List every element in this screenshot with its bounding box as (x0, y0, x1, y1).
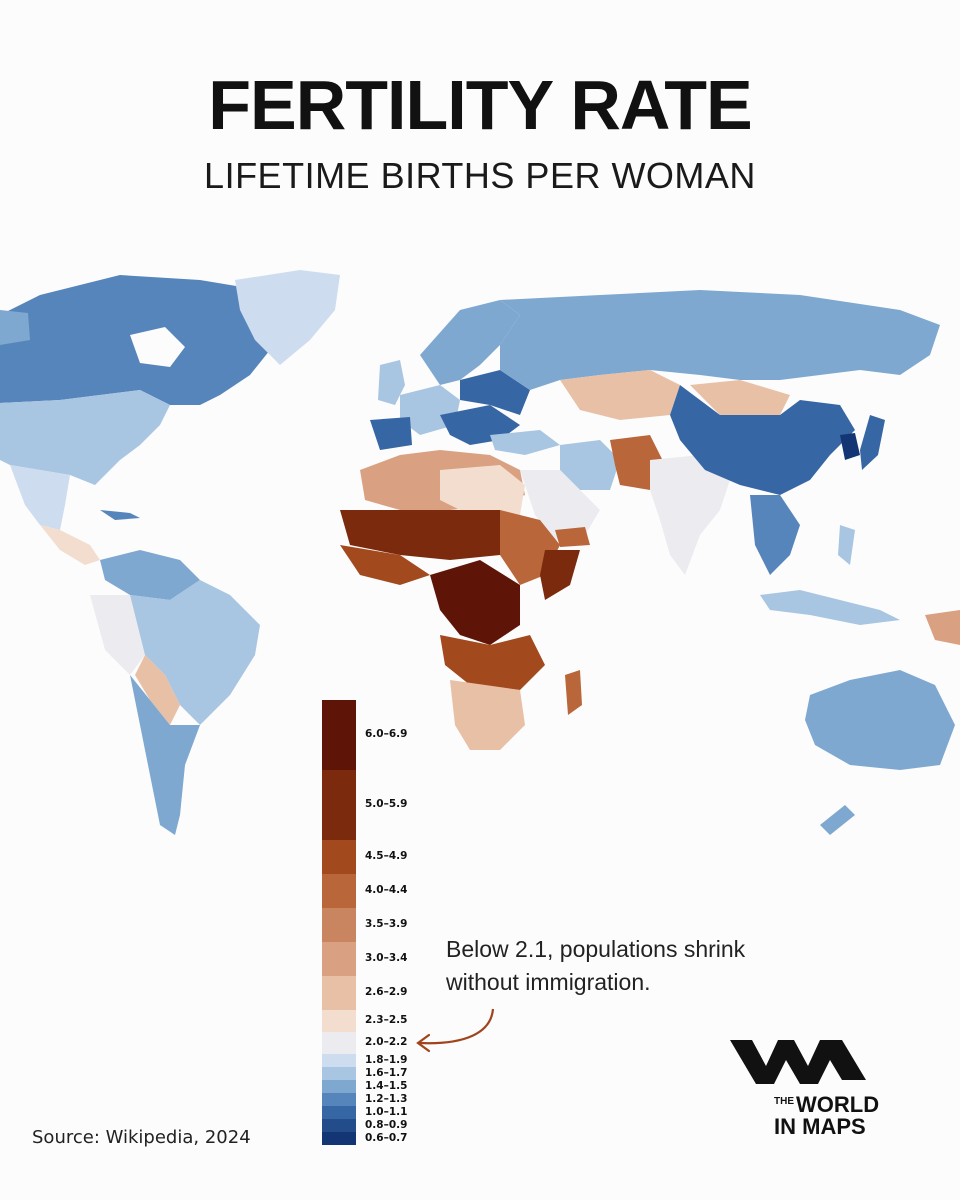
legend-label: 4.0–4.4 (365, 884, 408, 896)
legend-swatch (322, 770, 356, 840)
legend-label: 1.4–1.5 (365, 1079, 408, 1092)
legend-label: 1.8–1.9 (365, 1053, 408, 1066)
legend-swatch (322, 700, 356, 770)
region-new-zealand (820, 805, 855, 835)
annotation-arrow (416, 1008, 495, 1053)
region-korea (840, 433, 860, 460)
region-arabian-peninsula (520, 470, 600, 540)
source-credit: Source: Wikipedia, 2024 (32, 1127, 251, 1148)
region-central-africa (430, 560, 520, 645)
region-bolivia-paraguay (135, 655, 180, 725)
legend-label: 1.2–1.3 (365, 1092, 408, 1105)
region-peru (90, 595, 145, 675)
legend-swatch (322, 942, 356, 976)
region-philippines (838, 525, 855, 565)
legend-label: 1.0–1.1 (365, 1105, 408, 1118)
region-central-america (40, 525, 100, 565)
region-egypt-libya (440, 465, 525, 515)
region-india (650, 455, 730, 575)
region-kazakhstan (560, 370, 680, 420)
region-eastern-europe (460, 370, 530, 415)
legend-label: 2.3–2.5 (365, 1014, 408, 1026)
world-choropleth-map (0, 270, 960, 835)
map-subtitle: LIFETIME BIRTHS PER WOMAN (204, 155, 756, 196)
region-southern-central-africa (440, 635, 545, 690)
legend-label: 6.0–6.9 (365, 728, 408, 740)
legend-swatch (322, 1080, 356, 1093)
brand-logo-line3: IN MAPS (774, 1114, 866, 1139)
region-madagascar (565, 670, 582, 715)
brand-logo-line2: WORLD (796, 1092, 880, 1117)
region-argentina-chile (130, 675, 200, 835)
legend-label: 0.8–0.9 (365, 1118, 408, 1131)
region-russia (500, 290, 940, 390)
region-mongolia (690, 380, 790, 415)
legend-swatch (322, 1119, 356, 1132)
region-sahel (340, 510, 515, 560)
region-turkey (490, 430, 560, 455)
region-australia (805, 670, 955, 770)
legend-swatch (322, 1010, 356, 1032)
region-southeast-asia (750, 495, 800, 575)
region-hudson-bay (130, 327, 185, 367)
brand-logo-line1: THE (774, 1096, 794, 1107)
legend-swatch (322, 1032, 356, 1054)
legend-swatch (322, 874, 356, 908)
region-usa (0, 390, 170, 485)
region-alaska (0, 310, 30, 345)
region-scandinavia (420, 300, 520, 385)
legend-swatch (322, 908, 356, 942)
region-colombia-venezuela (100, 550, 200, 600)
region-iran (560, 440, 620, 490)
legend-swatch (322, 976, 356, 1010)
region-horn-of-africa (540, 550, 580, 600)
legend-swatch (322, 1054, 356, 1067)
region-caribbean (100, 510, 140, 520)
brand-logo-mark (730, 1040, 866, 1084)
region-mexico (10, 465, 70, 530)
region-china (670, 385, 855, 495)
legend-swatch (322, 840, 356, 874)
map-title: FERTILITY RATE (208, 66, 752, 144)
region-brazil (130, 580, 260, 725)
region-japan (860, 415, 885, 470)
legend-label: 1.6–1.7 (365, 1066, 408, 1079)
brand-logo: THE WORLD IN MAPS (730, 1036, 910, 1146)
region-uk-ireland (378, 360, 405, 405)
legend-label: 3.5–3.9 (365, 918, 408, 930)
legend-label: 0.6–0.7 (365, 1131, 408, 1144)
legend-label: 2.6–2.9 (365, 986, 408, 998)
legend-label: 3.0–3.4 (365, 952, 408, 964)
annotation-note: Below 2.1, populations shrink without im… (446, 936, 746, 995)
region-greenland (235, 270, 340, 365)
region-papua-new-guinea (925, 610, 960, 645)
region-west-africa-coast (340, 545, 430, 585)
legend-swatch (322, 1106, 356, 1119)
legend-label: 5.0–5.9 (365, 798, 408, 810)
region-southern-africa (450, 680, 525, 750)
legend-swatch (322, 1093, 356, 1106)
region-yemen (555, 527, 590, 547)
legend-label: 2.0–2.2 (365, 1036, 408, 1048)
legend-swatch (322, 1067, 356, 1080)
legend-label: 4.5–4.9 (365, 850, 408, 862)
region-indonesia (760, 590, 900, 625)
legend-swatch (322, 1132, 356, 1145)
region-iberia (370, 417, 412, 450)
